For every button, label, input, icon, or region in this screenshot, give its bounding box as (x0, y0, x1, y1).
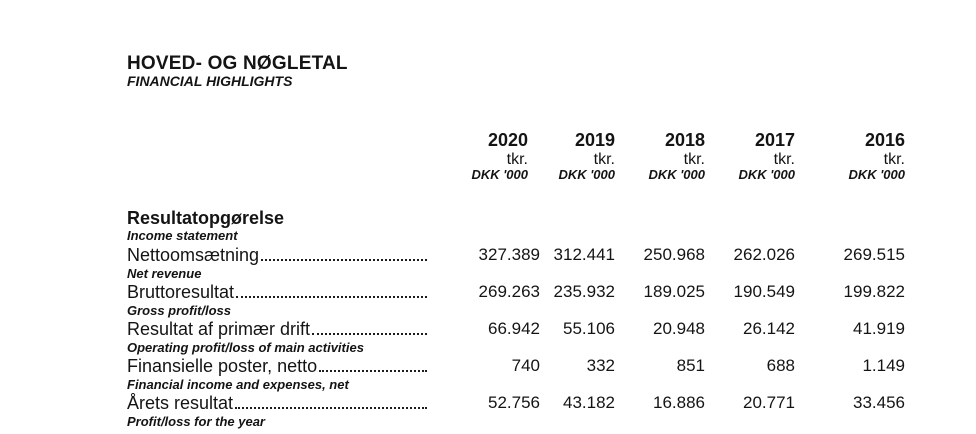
value-cell: 52.756 (488, 393, 540, 412)
year-label: 2017 (754, 130, 795, 150)
dot-leader (235, 407, 427, 409)
dot-leader (236, 296, 427, 298)
unit-label-en: DKK '000 (558, 167, 615, 182)
value-cell: 43.182 (563, 393, 615, 412)
row-label-en: Gross profit/loss (127, 303, 232, 318)
value-cell: 269.263 (478, 282, 540, 301)
value-cell: 312.441 (553, 245, 615, 264)
value-cell: 327.389 (478, 245, 540, 264)
row-label-cell: Årets resultat Profit/loss for the year (127, 393, 428, 430)
row-label-cell: Resultat af primær drift Operating profi… (127, 319, 428, 356)
column-header-2019: 2019 tkr. DKK '000 (540, 130, 615, 182)
year-label: 2016 (864, 130, 905, 150)
dot-leader (261, 259, 427, 261)
header-spacer-cell (127, 130, 428, 182)
unit-label-en: DKK '000 (848, 167, 905, 182)
value-cell: 20.948 (653, 319, 705, 338)
unit-label-en: DKK '000 (738, 167, 795, 182)
section-title: Resultatopgørelse (127, 208, 285, 228)
value-cell: 26.142 (743, 319, 795, 338)
dot-leader (319, 370, 427, 372)
row-label: Resultat af primær drift (127, 319, 311, 339)
title-block: HOVED- OG NØGLETAL FINANCIAL HIGHLIGHTS (127, 53, 976, 89)
value-cell: 66.942 (488, 319, 540, 338)
value-cell: 189.025 (643, 282, 705, 301)
value-cell: 190.549 (733, 282, 795, 301)
value-cell: 262.026 (733, 245, 795, 264)
column-header-2020: 2020 tkr. DKK '000 (428, 130, 540, 182)
row-label-cell: Bruttoresultat Gross profit/loss (127, 282, 428, 319)
unit-label: tkr. (506, 151, 528, 168)
unit-label: tkr. (683, 151, 705, 168)
column-header-2018: 2018 tkr. DKK '000 (615, 130, 705, 182)
value-cell: 250.968 (643, 245, 705, 264)
section-header-income-statement: Resultatopgørelse Income statement (127, 208, 976, 243)
table-body: Nettoomsætning Net revenue 327.389 312.4… (127, 245, 976, 430)
column-header-2017: 2017 tkr. DKK '000 (705, 130, 795, 182)
value-cell: 332 (586, 356, 615, 375)
row-label: Årets resultat (127, 393, 234, 413)
year-label: 2018 (664, 130, 705, 150)
value-cell: 269.515 (843, 245, 905, 264)
value-cell: 235.932 (553, 282, 615, 301)
row-label-en: Net revenue (127, 266, 202, 281)
value-cell: 33.456 (853, 393, 905, 412)
year-label: 2019 (574, 130, 615, 150)
value-cell: 688 (766, 356, 795, 375)
table-row-profit-for-year: Årets resultat Profit/loss for the year … (127, 393, 905, 430)
table-header-row: 2020 tkr. DKK '000 2019 tkr. DKK '000 20… (127, 130, 905, 182)
row-label: Finansielle poster, netto (127, 356, 318, 376)
table-row-financial-items-net: Finansielle poster, netto Financial inco… (127, 356, 905, 393)
value-cell: 20.771 (743, 393, 795, 412)
value-cell: 199.822 (843, 282, 905, 301)
unit-label-en: DKK '000 (471, 167, 528, 182)
row-label-en: Operating profit/loss of main activities (127, 340, 364, 355)
column-header-2016: 2016 tkr. DKK '000 (795, 130, 905, 182)
value-cell: 1.149 (862, 356, 905, 375)
value-cell: 41.919 (853, 319, 905, 338)
unit-label: tkr. (883, 151, 905, 168)
page-title: HOVED- OG NØGLETAL (127, 53, 348, 74)
value-cell: 740 (511, 356, 540, 375)
table-row-operating-profit: Resultat af primær drift Operating profi… (127, 319, 905, 356)
row-label-cell: Nettoomsætning Net revenue (127, 245, 428, 282)
dot-leader (312, 333, 427, 335)
value-cell: 16.886 (653, 393, 705, 412)
year-label: 2020 (487, 130, 528, 150)
row-label: Bruttoresultat (127, 282, 235, 302)
unit-label: tkr. (773, 151, 795, 168)
table-row-net-revenue: Nettoomsætning Net revenue 327.389 312.4… (127, 245, 905, 282)
unit-label-en: DKK '000 (648, 167, 705, 182)
table-row-gross-profit: Bruttoresultat Gross profit/loss 269.263… (127, 282, 905, 319)
row-label-en: Financial income and expenses, net (127, 377, 349, 392)
section-subtitle: Income statement (127, 228, 238, 243)
row-label-cell: Finansielle poster, netto Financial inco… (127, 356, 428, 393)
unit-label: tkr. (593, 151, 615, 168)
row-label: Nettoomsætning (127, 245, 260, 265)
value-cell: 851 (676, 356, 705, 375)
value-cell: 55.106 (563, 319, 615, 338)
page-subtitle: FINANCIAL HIGHLIGHTS (127, 73, 293, 89)
row-label-en: Profit/loss for the year (127, 414, 265, 429)
